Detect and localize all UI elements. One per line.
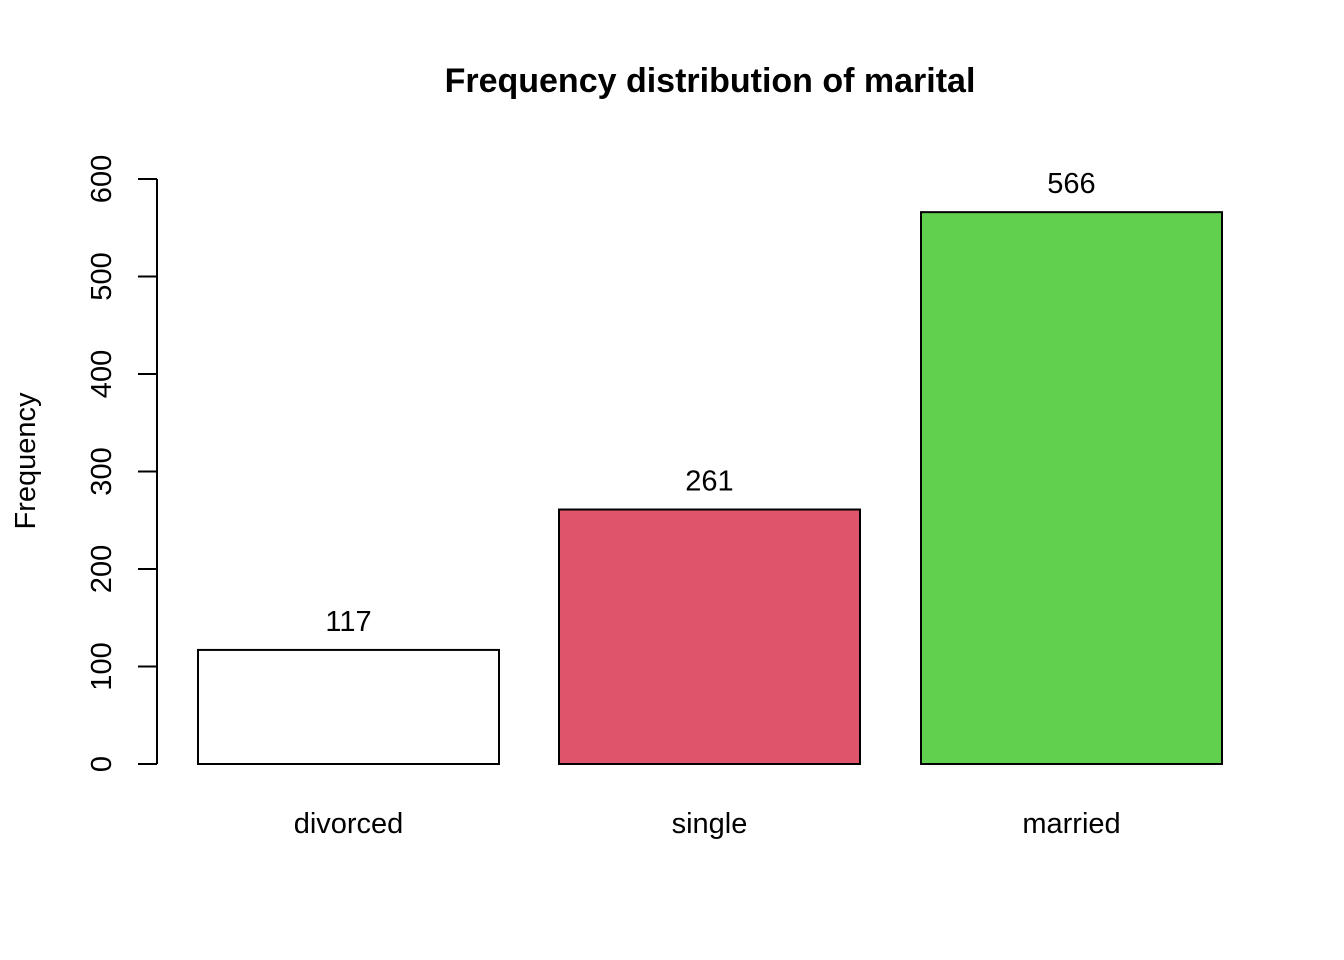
y-tick-label: 300 <box>86 447 118 495</box>
bar-value-label-divorced: 117 <box>325 606 371 638</box>
bar-single <box>558 508 861 765</box>
x-tick-label-single: single <box>672 808 748 840</box>
y-axis-label: Frequency <box>10 392 42 530</box>
x-tick-label-married: married <box>1022 808 1120 840</box>
y-tick-label: 500 <box>86 252 118 300</box>
bar-value-label-single: 261 <box>685 466 733 498</box>
x-tick-label-divorced: divorced <box>294 808 404 840</box>
bar-value-label-married: 566 <box>1047 168 1095 200</box>
bar-divorced <box>197 648 500 765</box>
y-tick-label: 400 <box>86 350 118 398</box>
y-tick-label: 100 <box>86 642 118 690</box>
x-axis-tick-labels: divorced single married <box>294 808 1121 840</box>
y-tick-label: 200 <box>86 545 118 593</box>
bars-group <box>197 211 1223 765</box>
bar-labels-group: 117 261 566 <box>325 168 1095 638</box>
y-axis: 0 100 200 300 400 500 600 <box>86 155 158 772</box>
y-tick-label: 600 <box>86 155 118 203</box>
y-tick-label: 0 <box>86 756 118 772</box>
bar-married <box>920 211 1223 765</box>
chart-title: Frequency distribution of marital <box>445 62 976 100</box>
